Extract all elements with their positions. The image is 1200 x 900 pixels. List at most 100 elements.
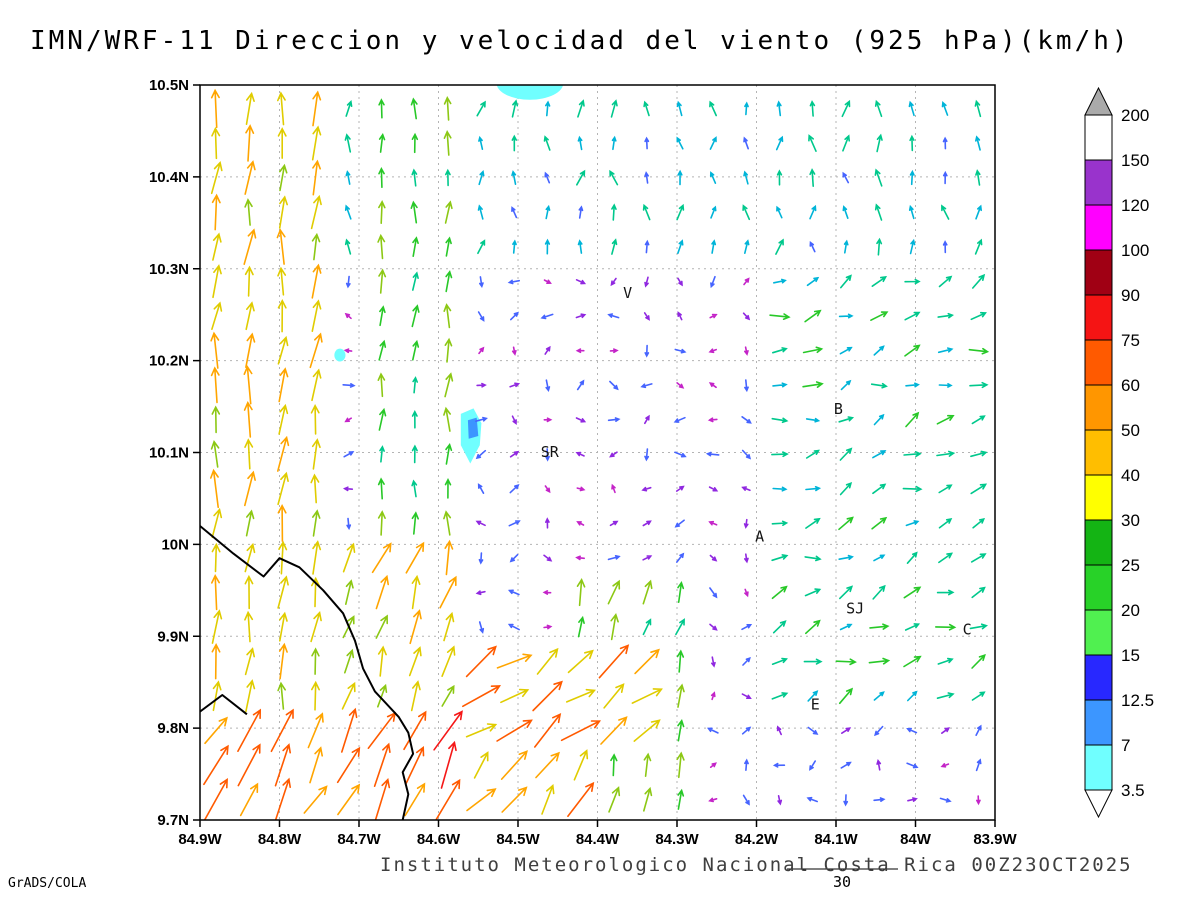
colorbar-label: 40: [1121, 466, 1140, 485]
y-tick-label: 10.2N: [149, 353, 189, 370]
wind-arrow: [279, 611, 288, 642]
y-tick-label: 10N: [161, 536, 189, 553]
wind-arrow: [307, 712, 324, 749]
wind-arrow: [909, 134, 915, 152]
wind-arrow: [677, 169, 683, 186]
wind-arrow: [412, 271, 419, 291]
reference-vector-label: 30: [833, 873, 851, 891]
wind-arrow: [575, 417, 587, 423]
wind-arrow: [409, 609, 422, 645]
wind-arrow: [443, 303, 452, 329]
wind-arrow: [607, 313, 620, 319]
wind-arrow: [676, 100, 683, 117]
wind-arrow: [874, 203, 883, 221]
wind-arrow: [603, 683, 625, 709]
colorbar-above-max-arrow: [1084, 86, 1113, 116]
wind-arrow: [543, 554, 553, 562]
wind-arrow: [842, 205, 849, 219]
wind-arrow: [345, 170, 351, 185]
wind-arrow: [809, 760, 816, 771]
wind-arrow: [970, 483, 988, 495]
wind-arrow: [244, 438, 254, 470]
wind-arrow: [907, 797, 918, 802]
wind-arrow: [840, 274, 852, 289]
wind-arrow: [677, 311, 683, 321]
colorbar-label: 60: [1121, 376, 1140, 395]
wind-arrow: [644, 414, 650, 425]
wind-arrow: [802, 381, 824, 388]
wind-arrow: [507, 623, 520, 631]
wind-arrow: [211, 542, 221, 573]
wind-arrow: [838, 516, 854, 531]
x-tick-label: 83.9W: [973, 831, 1017, 848]
wind-arrow: [411, 574, 421, 610]
wind-arrow: [708, 382, 717, 389]
wind-arrow: [274, 743, 291, 787]
wind-arrow: [871, 516, 888, 530]
wind-arrow: [971, 415, 986, 425]
wind-arrow: [936, 589, 955, 596]
wind-arrow: [743, 518, 749, 529]
colorbar-label: 120: [1121, 196, 1149, 215]
wind-arrow: [776, 205, 783, 219]
wind-arrow: [408, 646, 422, 677]
wind-arrow: [443, 611, 455, 642]
wind-arrow: [676, 649, 685, 673]
wind-arrow: [941, 101, 949, 116]
wind-arrow: [243, 400, 253, 438]
wind-arrow: [839, 623, 853, 631]
wind-arrow: [210, 331, 220, 369]
colorbar-segment: [1084, 159, 1113, 206]
wind-arrow: [609, 169, 619, 186]
wind-arrow: [609, 520, 619, 527]
wind-arrow: [575, 279, 587, 285]
wind-arrow: [310, 611, 322, 643]
wind-arrow: [643, 786, 653, 812]
wind-arrow: [969, 381, 989, 389]
wind-arrow: [509, 450, 520, 458]
wind-arrow: [677, 277, 683, 287]
wind-arrow: [771, 520, 789, 526]
colorbar-label: 90: [1121, 286, 1140, 305]
wind-arrow: [807, 726, 819, 735]
wind-arrow: [676, 552, 685, 563]
wind-arrow: [641, 486, 652, 492]
wind-arrow: [311, 680, 320, 711]
city-label: SR: [541, 443, 560, 461]
wind-arrow: [743, 170, 749, 185]
wind-arrow: [303, 785, 328, 814]
wind-arrow: [344, 417, 352, 423]
wind-arrow: [378, 98, 385, 119]
wind-arrow: [906, 727, 918, 734]
wind-arrow: [904, 311, 921, 321]
wind-arrow: [312, 90, 322, 127]
colorbar-label: 150: [1121, 151, 1149, 170]
wind-arrow: [872, 584, 886, 600]
wind-arrow: [210, 88, 220, 129]
wind-arrow: [270, 708, 294, 753]
wind-arrow: [237, 743, 261, 787]
wind-arrow: [375, 574, 389, 610]
wind-arrow: [975, 758, 982, 772]
wind-arrow: [772, 620, 787, 634]
wind-arrow: [674, 519, 685, 528]
wind-arrow: [342, 486, 354, 492]
wind-arrow: [709, 762, 717, 768]
wind-arrow: [807, 690, 819, 702]
wind-arrow: [677, 239, 684, 254]
wind-arrow: [611, 483, 616, 494]
wind-arrow: [211, 405, 221, 434]
wind-arrow: [277, 435, 290, 472]
y-tick-label: 9.8N: [157, 720, 189, 737]
wind-arrow: [245, 124, 255, 162]
wind-arrow: [644, 344, 650, 358]
wind-arrow: [609, 348, 619, 354]
wind-arrow: [971, 653, 986, 669]
wind-arrow: [674, 451, 687, 458]
wind-arrow: [462, 685, 502, 708]
x-tick-label: 84.9W: [178, 831, 222, 848]
wind-arrow: [344, 648, 355, 674]
wind-arrow: [244, 470, 256, 507]
wind-arrow: [969, 623, 988, 630]
wind-arrow: [974, 238, 983, 255]
